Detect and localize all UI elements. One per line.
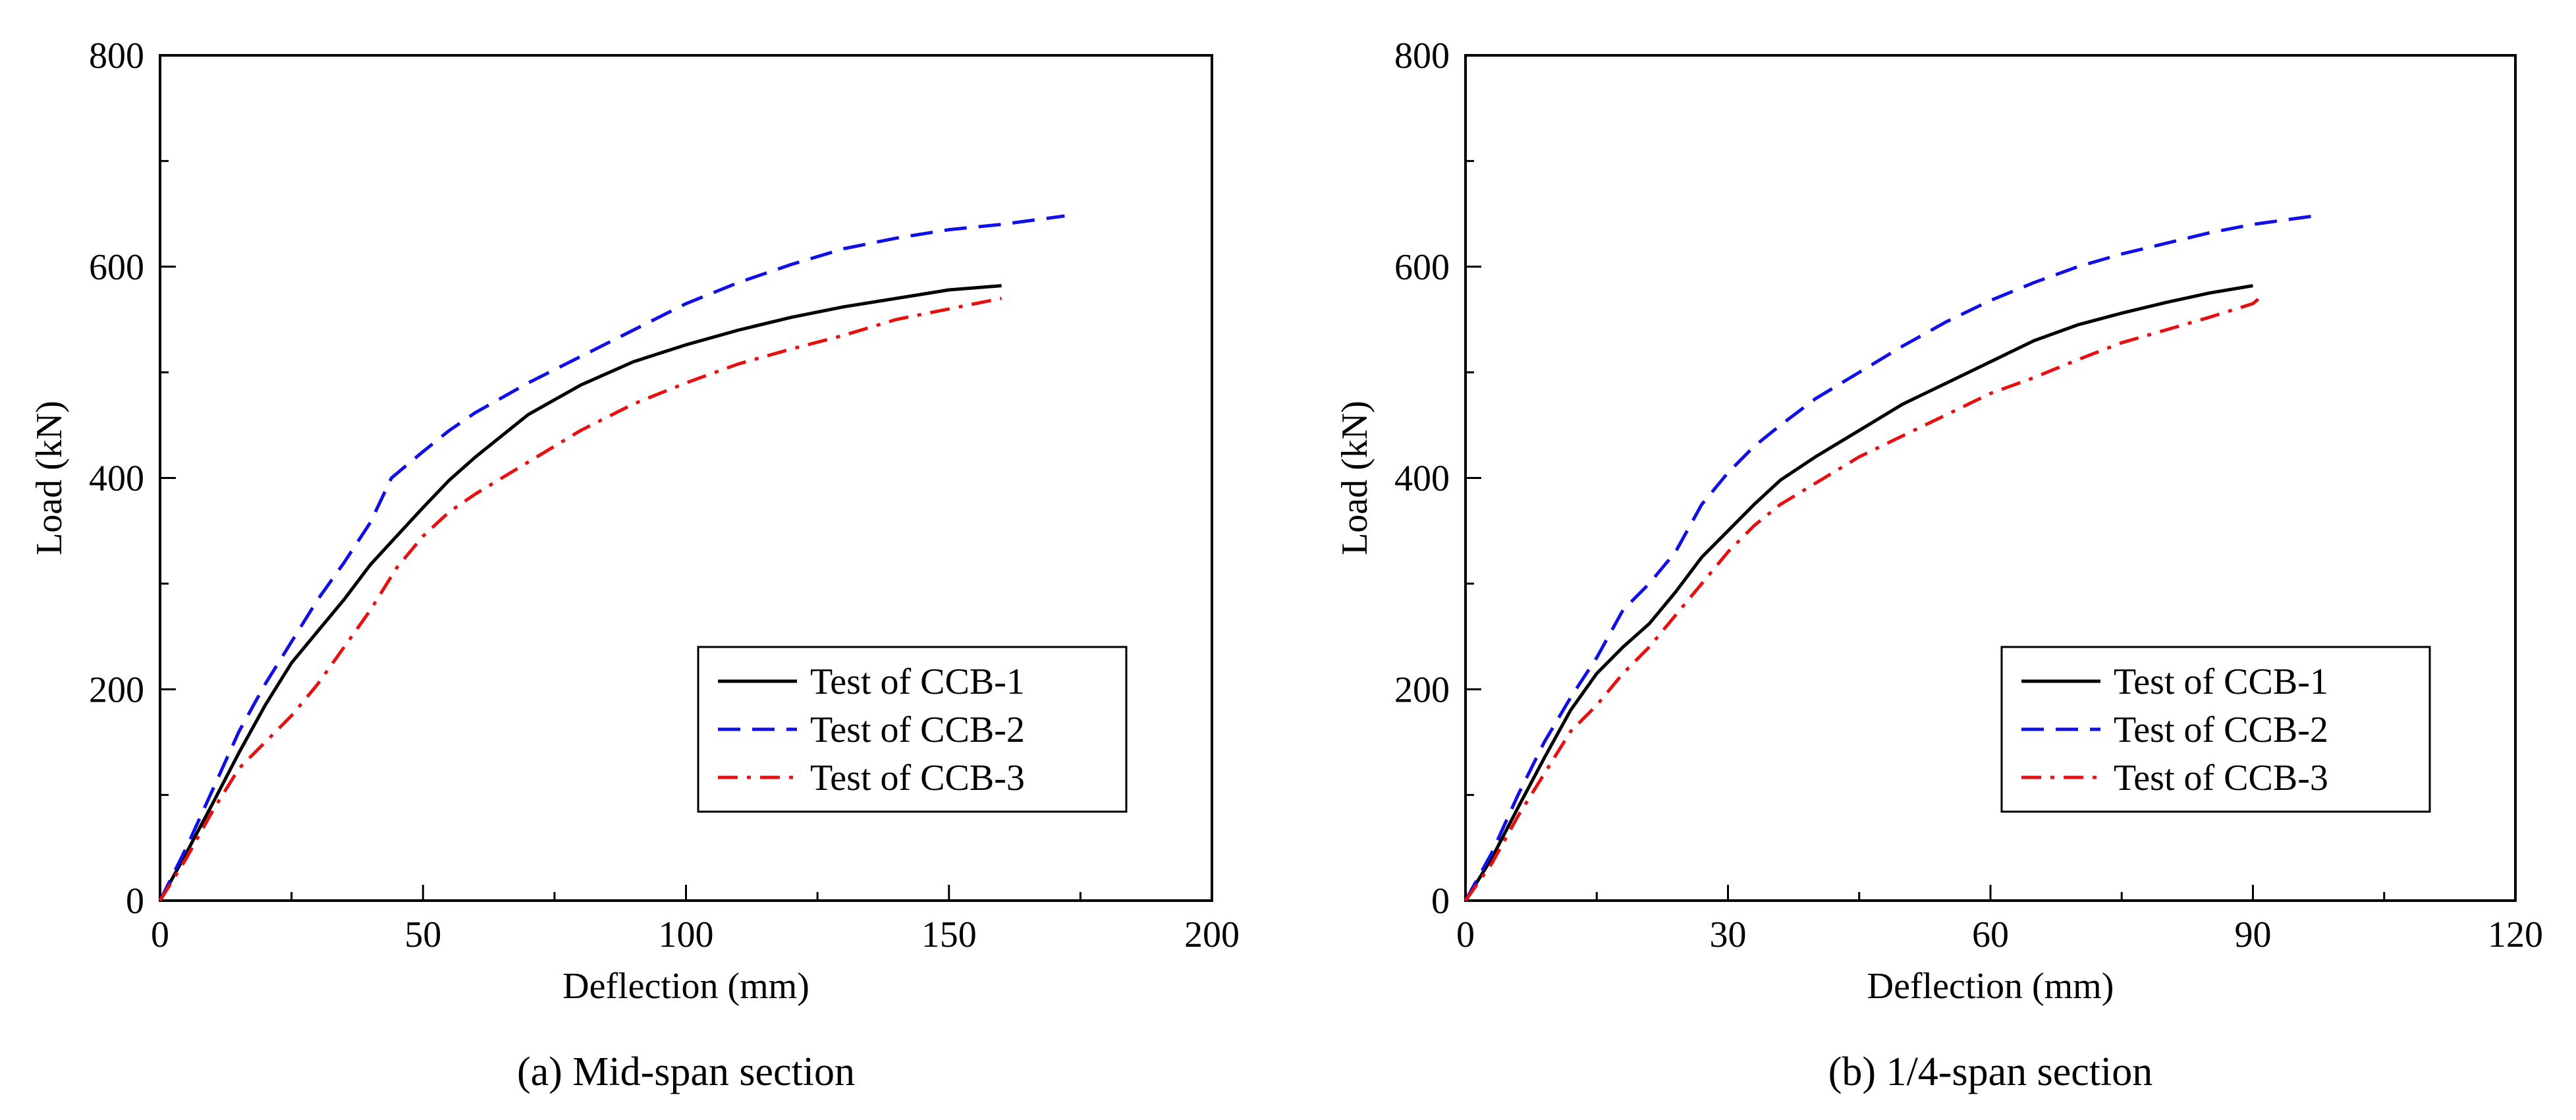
legend-label-ccb-1: Test of CCB-1 [810,661,1025,702]
y-ticks: 0 200 400 600 800 [1394,36,1481,922]
panel-b-quarter-span: 0 30 60 90 120 0 200 400 600 800 Deflection (mm)… [1334,36,2543,1094]
x-tick-label: 30 [1710,914,1747,955]
series-layer [1464,214,2315,902]
legend-label-ccb-1: Test of CCB-1 [2114,661,2328,702]
x-tick-label: 150 [921,914,977,955]
legend-label-ccb-2: Test of CCB-2 [2114,710,2328,750]
x-axis-label: Deflection (mm) [562,966,809,1007]
y-tick-label: 600 [1394,247,1450,288]
series-line-1 [1464,284,2253,902]
y-tick-label: 0 [126,881,144,922]
panel-caption: (b) 1/4-span section [1828,1050,2152,1094]
x-tick-label: 50 [404,914,441,955]
x-ticks: 0 30 60 90 120 [1456,885,2543,955]
y-tick-label: 400 [89,459,144,499]
x-tick-label: 120 [2488,914,2543,955]
series-line-2 [1464,214,2315,902]
x-tick-label: 0 [151,914,169,955]
y-tick-label: 800 [89,36,144,76]
y-axis-label: Load (kN) [29,401,70,555]
panel-caption: (a) Mid-span section [517,1050,855,1094]
x-tick-label: 90 [2235,914,2272,955]
y-ticks: 0 200 400 600 800 [89,36,176,922]
y-tick-label: 600 [89,247,144,288]
legend: Test of CCB-1 Test of CCB-2 Test of CCB-… [697,646,1128,813]
y-tick-label: 400 [1394,459,1450,499]
series-line-3 [158,296,1002,902]
y-tick-label: 200 [1394,669,1450,710]
legend: Test of CCB-1 Test of CCB-2 Test of CCB-… [2000,646,2431,813]
series-line-2 [158,214,1065,902]
x-axis-label: Deflection (mm) [1867,966,2114,1007]
x-tick-label: 200 [1184,914,1240,955]
x-ticks: 0 50 100 150 200 [151,885,1240,955]
y-tick-label: 800 [1394,36,1450,76]
panel-a-mid-span: 0 50 100 150 200 0 200 400 600 800 Deflection (m… [29,36,1240,1094]
x-tick-label: 60 [1972,914,2009,955]
series-layer [158,214,1065,902]
x-tick-label: 100 [659,914,714,955]
legend-label-ccb-3: Test of CCB-3 [2114,758,2328,798]
series-line-1 [158,284,1002,902]
series-line-3 [1464,294,2263,902]
legend-label-ccb-3: Test of CCB-3 [810,758,1025,798]
legend-label-ccb-2: Test of CCB-2 [810,710,1025,750]
y-axis-label: Load (kN) [1334,401,1375,555]
x-tick-label: 0 [1456,914,1475,955]
y-tick-label: 200 [89,669,144,710]
y-tick-label: 0 [1431,881,1450,922]
